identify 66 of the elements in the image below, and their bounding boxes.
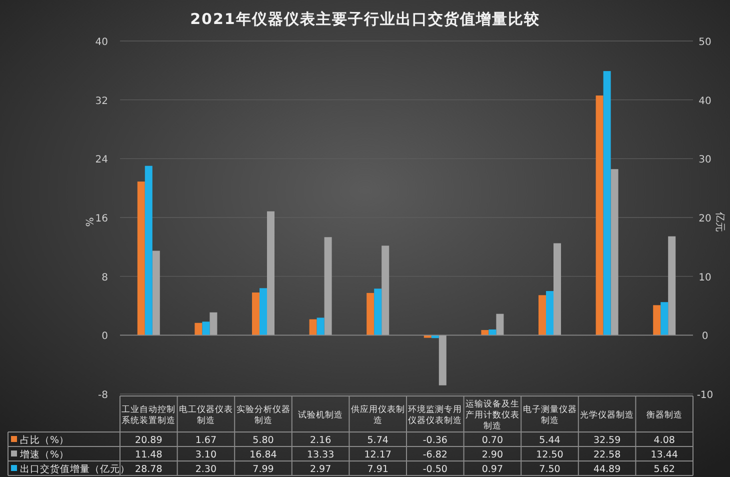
- data-label: 16.84: [250, 450, 277, 460]
- data-label: 2.16: [310, 435, 332, 446]
- data-label: 32.59: [593, 435, 621, 446]
- data-label: -0.50: [422, 464, 448, 475]
- y2-tick-label: 30: [698, 154, 712, 166]
- data-label: 20.89: [135, 435, 162, 446]
- data-label: 0.97: [482, 464, 504, 475]
- data-label: 2.30: [195, 464, 217, 475]
- data-label: 11.48: [135, 450, 162, 460]
- data-label: 5.80: [252, 435, 274, 446]
- legend-label: 占比（%）: [20, 434, 70, 446]
- y-axis-title: %: [83, 217, 94, 227]
- y-tick-label: 8: [102, 272, 108, 284]
- data-label: 5.74: [367, 435, 388, 446]
- data-label: 22.58: [593, 450, 621, 460]
- x-tick-label: 电工仪器仪表制造: [178, 404, 233, 426]
- y-tick-label: 0: [102, 331, 108, 342]
- y2-tick-label: 40: [698, 96, 712, 107]
- data-label: 2.97: [310, 464, 332, 475]
- x-tick-label: 衡器制造: [646, 410, 682, 420]
- y-tick-label: 32: [95, 96, 108, 107]
- x-tick-label: 光学仪器制造: [580, 410, 634, 420]
- y-tick-label: 40: [95, 37, 108, 48]
- data-label: 28.78: [135, 464, 162, 475]
- data-label: 13.33: [306, 450, 334, 460]
- data-label: -0.36: [422, 435, 448, 446]
- bar: [267, 211, 274, 336]
- y2-tick-label: 50: [698, 37, 712, 48]
- y2-tick-label: -10: [696, 390, 714, 401]
- y2-axis-title: 亿元: [714, 211, 725, 232]
- data-label: 1.67: [195, 435, 217, 446]
- x-tick-label: 环境监测专用仪器仪表制造: [408, 404, 462, 426]
- bar: [438, 335, 446, 386]
- data-label: 5.44: [539, 435, 560, 446]
- y-tick-label: -8: [98, 390, 108, 401]
- data-label: 12.17: [364, 450, 392, 460]
- data-label: 3.10: [195, 450, 217, 460]
- bar: [554, 243, 561, 336]
- y-tick-label: 16: [95, 214, 108, 224]
- legend-label: 出口交货值增量（亿元）: [20, 463, 130, 475]
- bar: [668, 236, 676, 336]
- x-tick-label: 电子测量仪器制造: [522, 404, 577, 426]
- data-label: 13.44: [650, 450, 678, 460]
- data-label: 2.90: [482, 450, 504, 460]
- x-tick-label: 工业自动控制系统装置制造: [122, 404, 176, 426]
- bar: [324, 237, 332, 336]
- data-label: 5.62: [654, 464, 675, 475]
- x-tick-label: 实验分析仪器制造: [236, 404, 290, 426]
- data-label: 12.50: [536, 450, 564, 460]
- y2-tick-label: 0: [702, 331, 708, 342]
- data-label: 7.50: [539, 464, 560, 475]
- y2-tick-label: 10: [698, 272, 712, 284]
- chart-title: 2021年仪器仪表主要子行业出口交货值增量比较: [190, 10, 540, 28]
- x-tick-label: 运输设备及生产用计数仪表制造: [465, 398, 520, 432]
- data-label: -6.82: [422, 450, 448, 460]
- data-label: 7.99: [252, 464, 274, 475]
- data-label: 7.91: [367, 464, 388, 475]
- data-label: 4.08: [654, 435, 675, 446]
- x-tick-label: 试验机制造: [298, 410, 344, 420]
- y2-tick-label: 20: [698, 214, 712, 224]
- bar: [496, 314, 504, 336]
- legend-label: 增速（%）: [19, 448, 70, 460]
- data-label: 44.89: [593, 464, 621, 475]
- data-label: 0.70: [482, 435, 504, 446]
- y-tick-label: 24: [95, 154, 108, 166]
- x-tick-label: 供应用仪表制造: [350, 404, 405, 426]
